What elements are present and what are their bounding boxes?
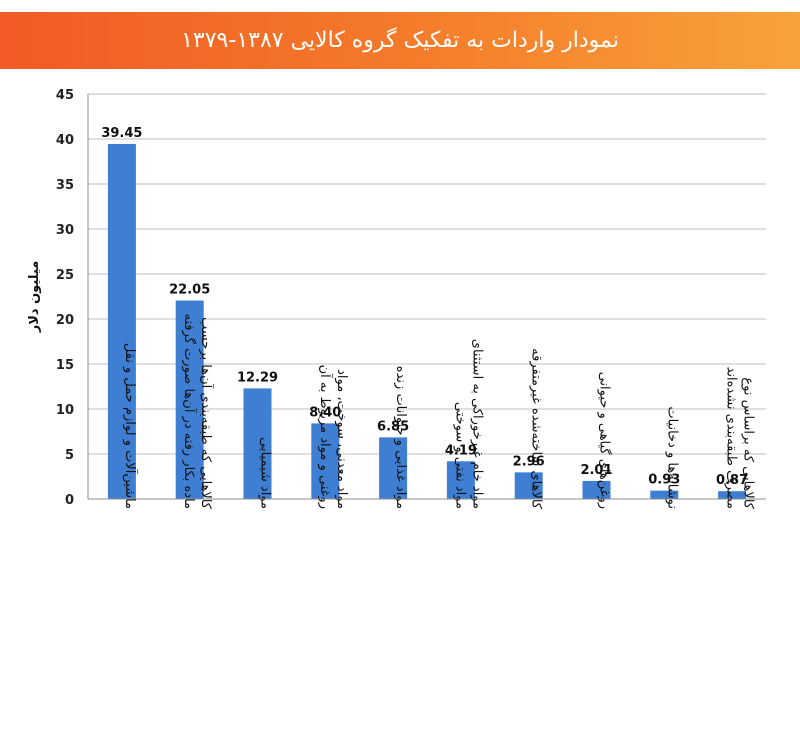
chart-title-bar: نمودار واردات به تفکیک گروه کالایی ۱۳۸۷-… [0, 12, 800, 69]
category-label-line: مواد خام غیرخوراکی به استثنای [469, 339, 484, 509]
data-label: 4.19 [445, 443, 477, 458]
bar [379, 437, 408, 499]
data-label: 12.29 [237, 370, 278, 385]
category-label-line: مواد شیمیایی [258, 437, 273, 509]
data-label: 2.96 [513, 454, 545, 469]
data-label: 22.05 [169, 283, 210, 298]
category-label: نوشابه‌ها و دخانیات [664, 406, 679, 509]
data-label: 6.85 [377, 419, 409, 434]
category-label-line: کالاهایی که طبقه‌بندی آن‌ها برحسب [198, 317, 215, 510]
data-label: 0.93 [648, 473, 680, 488]
category-label-line: روغن‌های گیاهی و حیوانی [597, 372, 613, 509]
bar [718, 491, 747, 499]
y-tick-label: 5 [65, 448, 74, 463]
bar [243, 388, 272, 499]
bar [107, 143, 136, 499]
bar [514, 472, 543, 499]
data-label: 39.45 [101, 126, 142, 141]
y-tick-label: 20 [56, 313, 74, 328]
category-label: روغن‌های گیاهی و حیوانی [597, 372, 613, 509]
category-label-line: ماشین‌آلات و لوازم حمل و نقل [122, 343, 139, 509]
data-label: 0.87 [716, 473, 748, 488]
category-label: ماشین‌آلات و لوازم حمل و نقل [122, 343, 139, 509]
y-tick-label: 25 [56, 268, 74, 283]
bar [175, 300, 204, 499]
category-label: مواد شیمیایی [258, 437, 273, 509]
bar [446, 461, 475, 499]
category-label-line: مواد نفتی و سوختی [452, 402, 467, 509]
category-label-line: ماده بکار رفته در آن‌ها صورت گرفته [181, 313, 198, 509]
chart-title: نمودار واردات به تفکیک گروه کالایی ۱۳۸۷-… [181, 28, 619, 53]
category-label-line: کالاهایی که براساس نوع [741, 377, 756, 509]
y-tick-label: 10 [56, 403, 74, 418]
bar [650, 490, 679, 499]
y-tick-label: 45 [56, 88, 74, 103]
y-tick-label: 30 [56, 223, 74, 238]
category-label-line: نوشابه‌ها و دخانیات [664, 406, 679, 509]
y-tick-label: 0 [65, 493, 74, 508]
category-label-line: مواد معدنی، سوخت، مواد [334, 369, 349, 509]
category-label: مواد غذایی و حیوانات زنده [393, 366, 408, 509]
y-tick-label: 35 [56, 178, 74, 193]
category-label-line: کالاهای ساخته‌شده غیرمتفرقه [529, 348, 544, 510]
category-label-line: مواد غذایی و حیوانات زنده [393, 366, 408, 509]
y-tick-label: 15 [56, 358, 74, 373]
y-tick-label: 40 [56, 133, 74, 148]
category-label-line: مصرف طبقه‌بندی نشده‌اند [724, 367, 739, 509]
category-label-line: روغنی و مواد مربوط به آن [317, 365, 334, 509]
y-axis-label: میلیون دلار [27, 261, 42, 334]
category-label: کالاهای ساخته‌شده غیرمتفرقه [529, 348, 544, 510]
data-label: 8.40 [309, 405, 341, 420]
bar [311, 423, 340, 499]
bar [582, 480, 611, 499]
data-label: 2.01 [580, 463, 612, 478]
